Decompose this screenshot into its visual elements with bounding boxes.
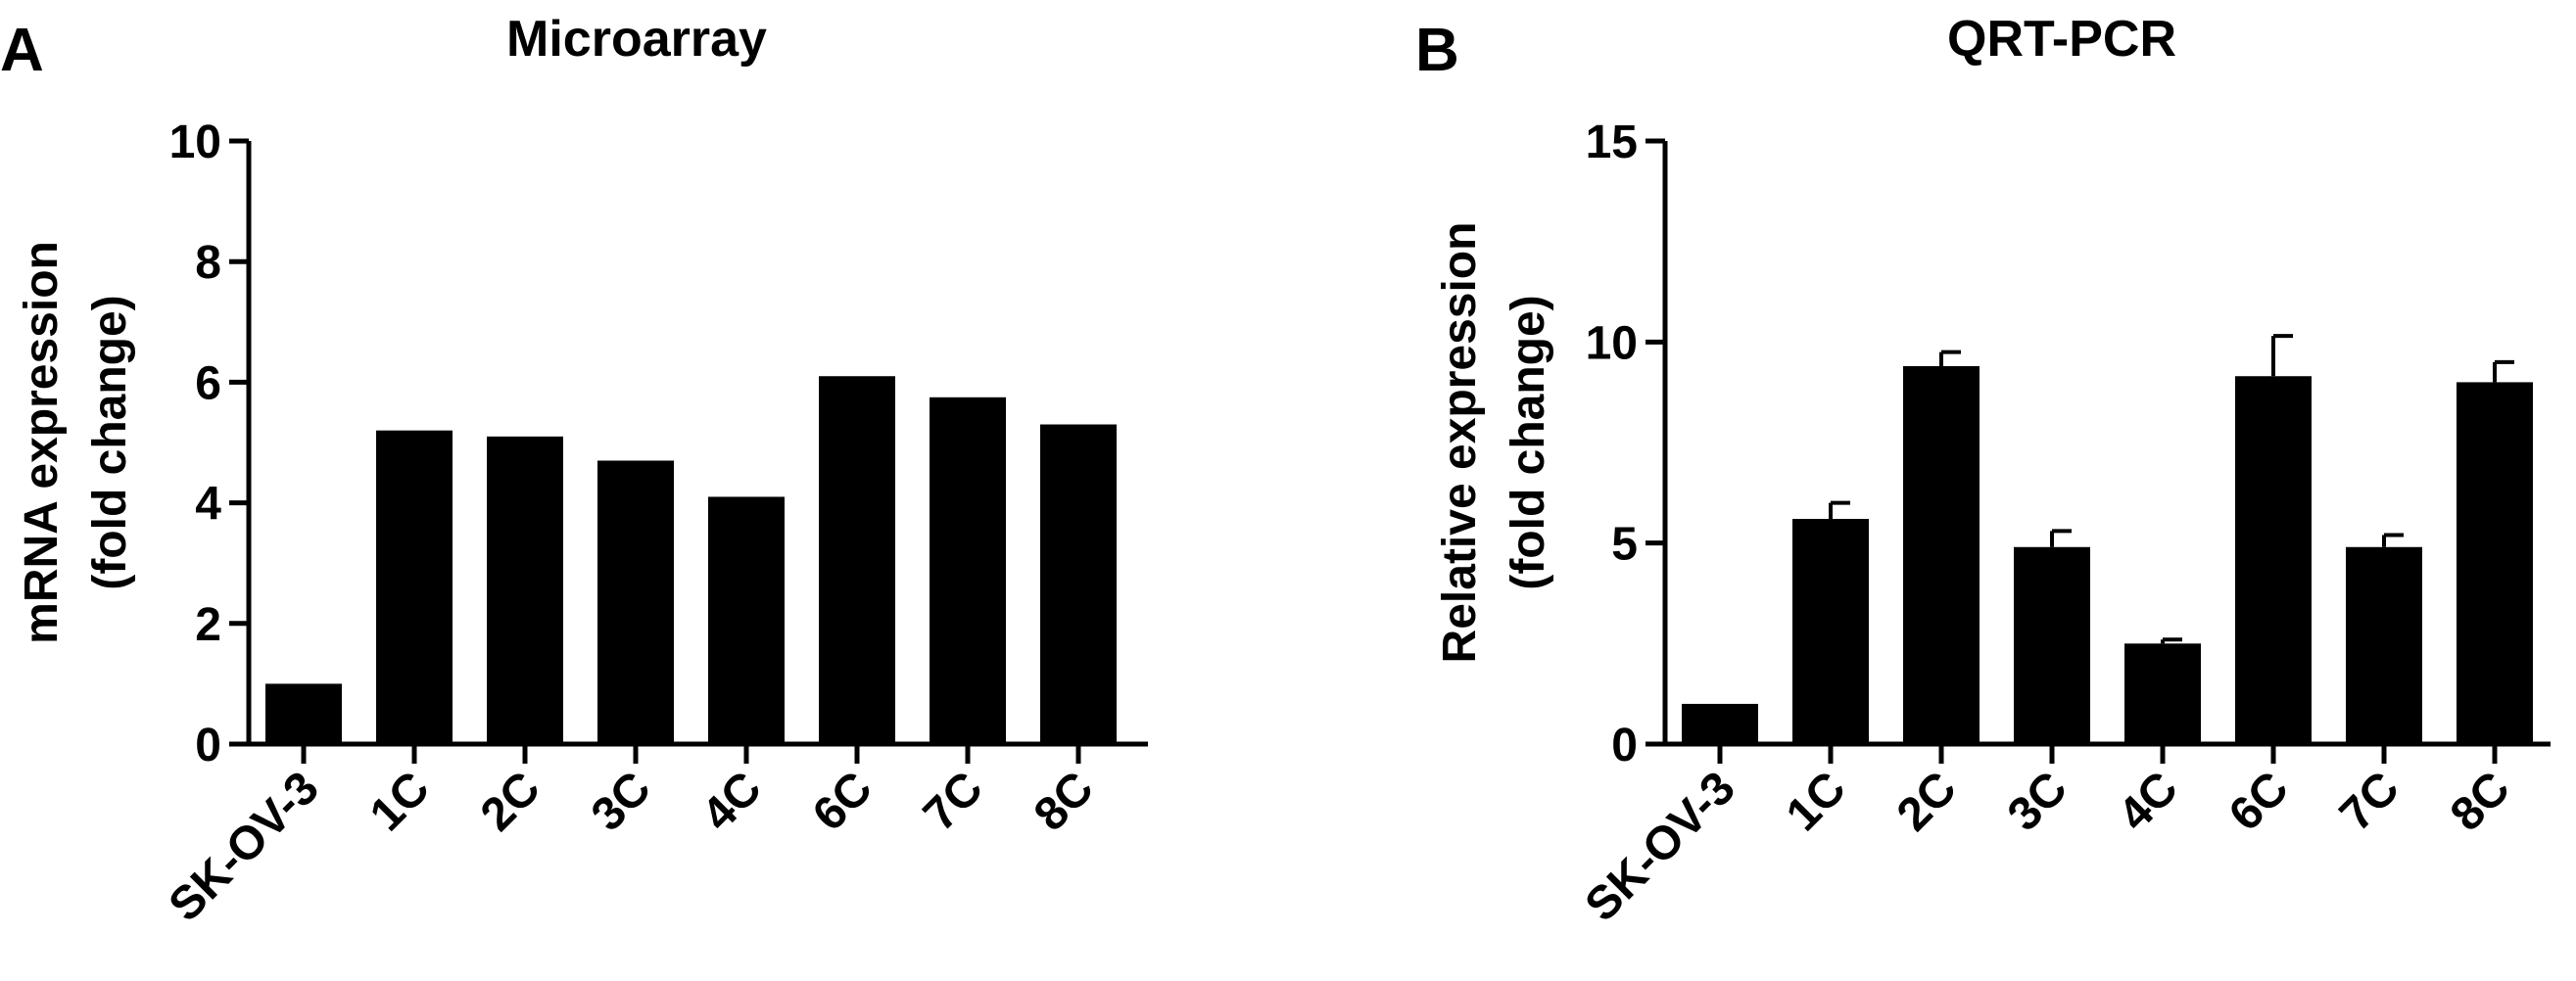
bar <box>1792 519 1869 744</box>
y-tick-label: 8 <box>195 237 221 289</box>
bar <box>1682 703 1758 744</box>
y-tick-label: 0 <box>195 720 221 771</box>
chart-title: Microarray <box>506 11 767 68</box>
x-tick-label: 1C <box>1777 762 1856 841</box>
x-tick-label: 3C <box>582 762 661 841</box>
x-tick-label: 8C <box>1025 762 1104 841</box>
bar <box>819 376 895 744</box>
panel-b: B QRT-PCR Relative expression (fold change)… <box>1415 11 2551 932</box>
x-tick-label: 4C <box>692 762 772 841</box>
y-axis-label: mRNA expression <box>16 241 68 644</box>
y-tick-label: 2 <box>195 599 221 651</box>
y-tick-label: 6 <box>195 357 221 409</box>
y-tick-label: 15 <box>1586 117 1638 168</box>
x-tick-label: 6C <box>2219 762 2299 841</box>
panel-letter: B <box>1415 17 1459 84</box>
bar <box>376 430 453 744</box>
bar <box>487 436 563 744</box>
panel-letter: A <box>0 17 44 84</box>
bar <box>1040 424 1117 744</box>
bar <box>1903 365 1980 744</box>
y-tick-label: 10 <box>1586 317 1638 369</box>
y-axis-label-units: (fold change) <box>84 295 136 589</box>
chart-title: QRT-PCR <box>1947 11 2176 68</box>
bar <box>708 496 785 744</box>
bar <box>2346 546 2422 744</box>
x-tick-label: 2C <box>471 762 550 841</box>
x-tick-label: 3C <box>1998 762 2077 841</box>
x-tick-label: 6C <box>803 762 883 841</box>
bar <box>2235 376 2312 744</box>
y-tick-label: 5 <box>1611 519 1638 571</box>
y-tick-label: 10 <box>169 117 221 168</box>
x-tick-label: 7C <box>914 762 993 841</box>
bar <box>597 460 674 744</box>
bar <box>2457 382 2533 744</box>
x-tick-label: 4C <box>2109 762 2188 841</box>
bar <box>2014 546 2090 744</box>
x-tick-label: SK-OV-3 <box>160 762 329 931</box>
x-tick-label: 8C <box>2441 762 2520 841</box>
x-tick-label: 7C <box>2330 762 2409 841</box>
bar <box>2124 643 2201 744</box>
y-axis-label-units: (fold change) <box>1503 295 1554 589</box>
x-tick-label: SK-OV-3 <box>1576 762 1745 931</box>
y-tick-label: 0 <box>1611 720 1638 771</box>
bar <box>930 397 1006 744</box>
panel-a: A Microarray mRNA expression (fold change) 0… <box>0 11 1148 932</box>
y-tick-label: 4 <box>195 479 221 531</box>
y-axis-label: Relative expression <box>1434 222 1486 664</box>
x-tick-label: 2C <box>1887 762 1967 841</box>
x-tick-label: 1C <box>360 762 440 841</box>
bar <box>265 683 342 744</box>
